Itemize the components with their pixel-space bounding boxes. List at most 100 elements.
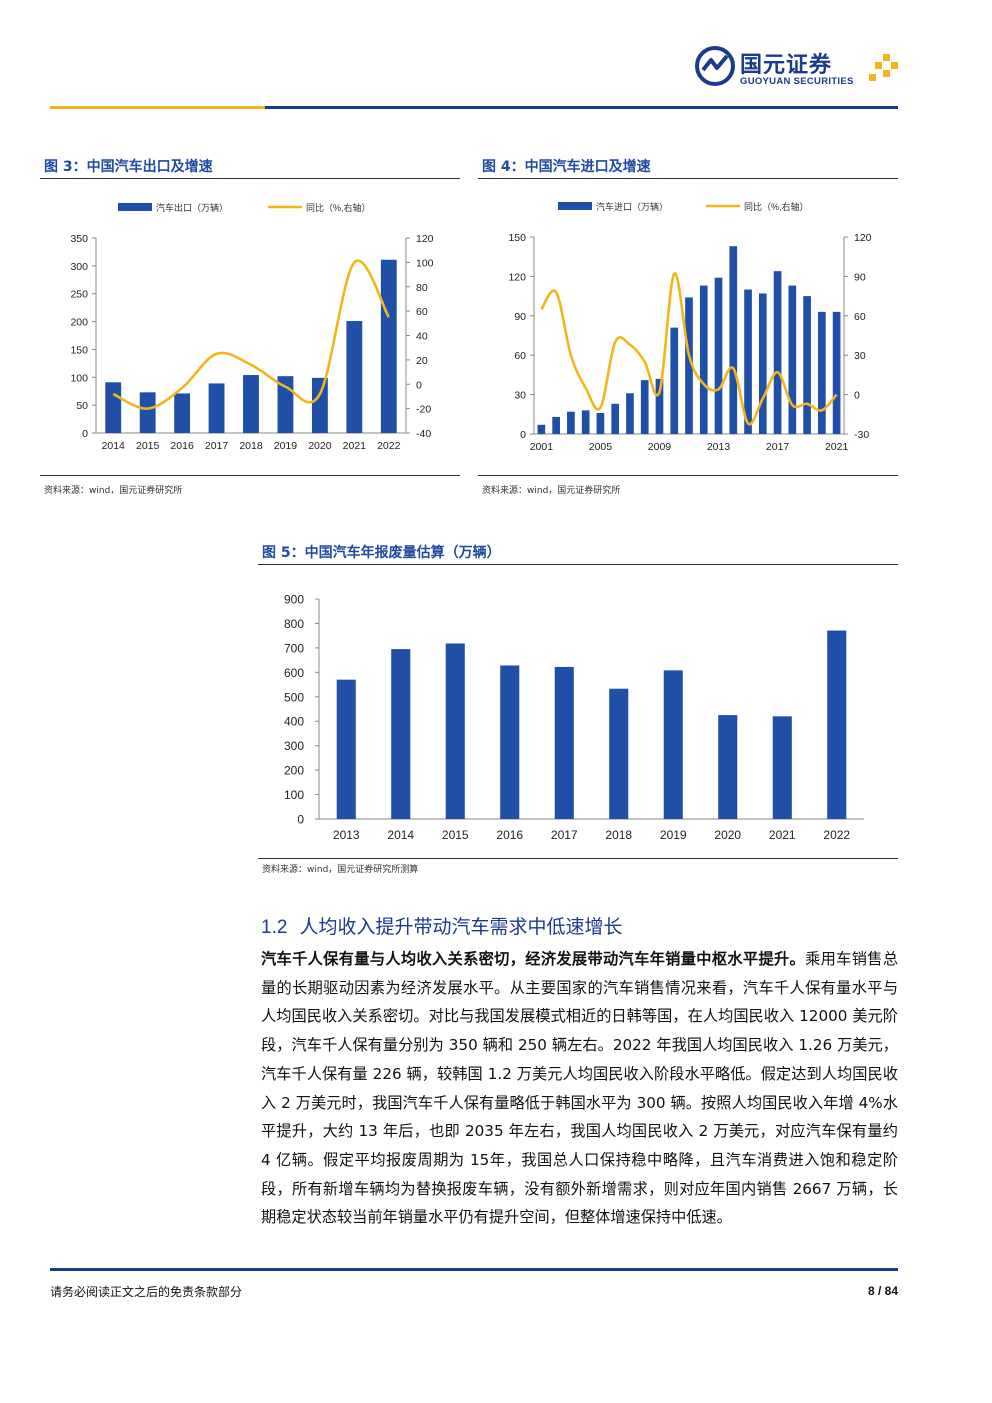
y2-tick-label: 80 [416, 282, 428, 294]
y2-tick-label: 60 [416, 306, 428, 318]
bar [744, 289, 752, 434]
bar [655, 378, 664, 434]
bar [243, 375, 259, 433]
y2-tick-label: 60 [854, 311, 866, 323]
legend-bar-swatch [118, 203, 152, 211]
y2-tick-label: -30 [854, 429, 869, 441]
y-tick-label: 250 [70, 289, 88, 301]
bar [772, 716, 792, 819]
x-tick-label: 2017 [766, 441, 790, 453]
bar [567, 411, 575, 434]
bar [758, 293, 767, 434]
y-tick-label: 700 [284, 641, 304, 655]
y-tick-label: 300 [70, 261, 88, 273]
bar [832, 311, 841, 434]
bar [208, 383, 225, 433]
legend-line-label: 同比（%,右轴） [306, 202, 371, 213]
y-tick-label: 0 [297, 813, 304, 827]
x-tick-label: 2014 [102, 440, 126, 452]
x-tick-label: 2022 [823, 828, 850, 842]
y2-tick-label: -40 [416, 428, 431, 440]
y-tick-label: 0 [520, 429, 526, 441]
x-tick-label: 2022 [377, 440, 401, 452]
header-rule-blue [265, 106, 898, 109]
logo-icon [695, 46, 735, 86]
y-tick-label: 30 [514, 390, 526, 402]
legend-line-label: 同比（%,右轴） [744, 201, 809, 212]
fig4-source: 资料来源：wind，国元证券研究所 [482, 486, 621, 496]
x-tick-label: 2019 [660, 828, 687, 842]
y-tick-label: 150 [70, 344, 88, 356]
y-tick-label: 90 [514, 311, 526, 323]
x-tick-label: 2005 [589, 441, 613, 453]
y2-tick-label: 120 [854, 232, 872, 244]
growth-line [112, 259, 390, 410]
fig3-chart: 汽车出口（万辆） 同比（%,右轴）050100150200250300350-40… [70, 202, 433, 452]
fig3-title-rule [40, 178, 460, 179]
fig4-bottom-rule [478, 475, 898, 476]
y2-tick-label: 0 [416, 379, 422, 391]
y-tick-label: 60 [514, 350, 526, 362]
bar [714, 277, 723, 434]
logo-text-cn: 国元证券 [740, 53, 833, 78]
footer-rule [50, 1268, 898, 1271]
x-tick-label: 2009 [648, 441, 672, 453]
y2-tick-label: 40 [416, 331, 428, 343]
bar [827, 630, 847, 819]
y2-tick-label: 0 [854, 390, 860, 402]
logo-mark-icon [869, 54, 898, 81]
y-tick-label: 150 [508, 232, 526, 244]
fig4-title-rule [478, 178, 898, 179]
y-tick-label: 600 [284, 666, 304, 680]
fig4-title: 图 4：中国汽车进口及增速 [482, 159, 651, 175]
fig5-source: 资料来源：wind，国元证券研究所测算 [262, 865, 419, 875]
fig3-source: 资料来源：wind，国元证券研究所 [44, 486, 183, 496]
y-tick-label: 350 [70, 233, 88, 245]
bar [699, 285, 708, 434]
footer-page-number: 8 / 84 [867, 1284, 898, 1298]
fig3-title: 图 3：中国汽车出口及增速 [44, 159, 213, 175]
bar [611, 403, 620, 434]
x-tick-label: 2019 [274, 440, 298, 452]
paragraph-body: 乘用车销售总量的长期驱动因素为经济发展水平。从主要国家的汽车销售情况来看，汽车千… [261, 950, 899, 1227]
y-tick-label: 100 [70, 372, 88, 384]
bar [336, 679, 356, 819]
y-tick-label: 800 [284, 617, 304, 631]
legend-bar-label: 汽车出口（万辆） [156, 202, 228, 213]
x-tick-label: 2020 [714, 828, 741, 842]
x-tick-label: 2018 [239, 440, 263, 452]
bar [581, 410, 590, 434]
bar [788, 285, 797, 434]
body-paragraph: 汽车千人保有量与人均收入关系密切，经济发展带动汽车年销量中枢水平提升。乘用车销售… [261, 945, 898, 1232]
x-tick-label: 2018 [605, 828, 632, 842]
y-tick-label: 50 [76, 400, 88, 412]
fig5-bottom-rule [258, 858, 898, 859]
x-tick-label: 2014 [387, 828, 414, 842]
y-tick-label: 120 [508, 271, 526, 283]
bar [105, 382, 122, 433]
bar [139, 392, 156, 433]
x-tick-label: 2021 [825, 441, 849, 453]
x-tick-label: 2015 [136, 440, 160, 452]
x-tick-label: 2013 [333, 828, 360, 842]
bar [174, 393, 191, 433]
footer-disclaimer: 请务必阅读正文之后的免责条款部分 [50, 1285, 243, 1299]
x-tick-label: 2015 [442, 828, 469, 842]
bar [670, 327, 679, 434]
section-number: 1.2 [261, 917, 288, 938]
y-tick-label: 900 [284, 593, 304, 607]
bar [500, 665, 520, 819]
bar [626, 393, 634, 434]
x-tick-label: 2017 [551, 828, 578, 842]
bar [380, 259, 397, 433]
header: 国元证券 GUOYUAN SECURITIES [0, 0, 992, 112]
y-tick-label: 200 [284, 764, 304, 778]
bar [609, 688, 629, 819]
bar [596, 412, 605, 434]
y2-tick-label: -20 [416, 404, 431, 416]
bar [663, 670, 683, 819]
bar [311, 377, 328, 433]
section-title: 人均收入提升带动汽车需求中低速增长 [299, 916, 623, 938]
x-tick-label: 2016 [496, 828, 523, 842]
y-tick-label: 300 [284, 739, 304, 753]
